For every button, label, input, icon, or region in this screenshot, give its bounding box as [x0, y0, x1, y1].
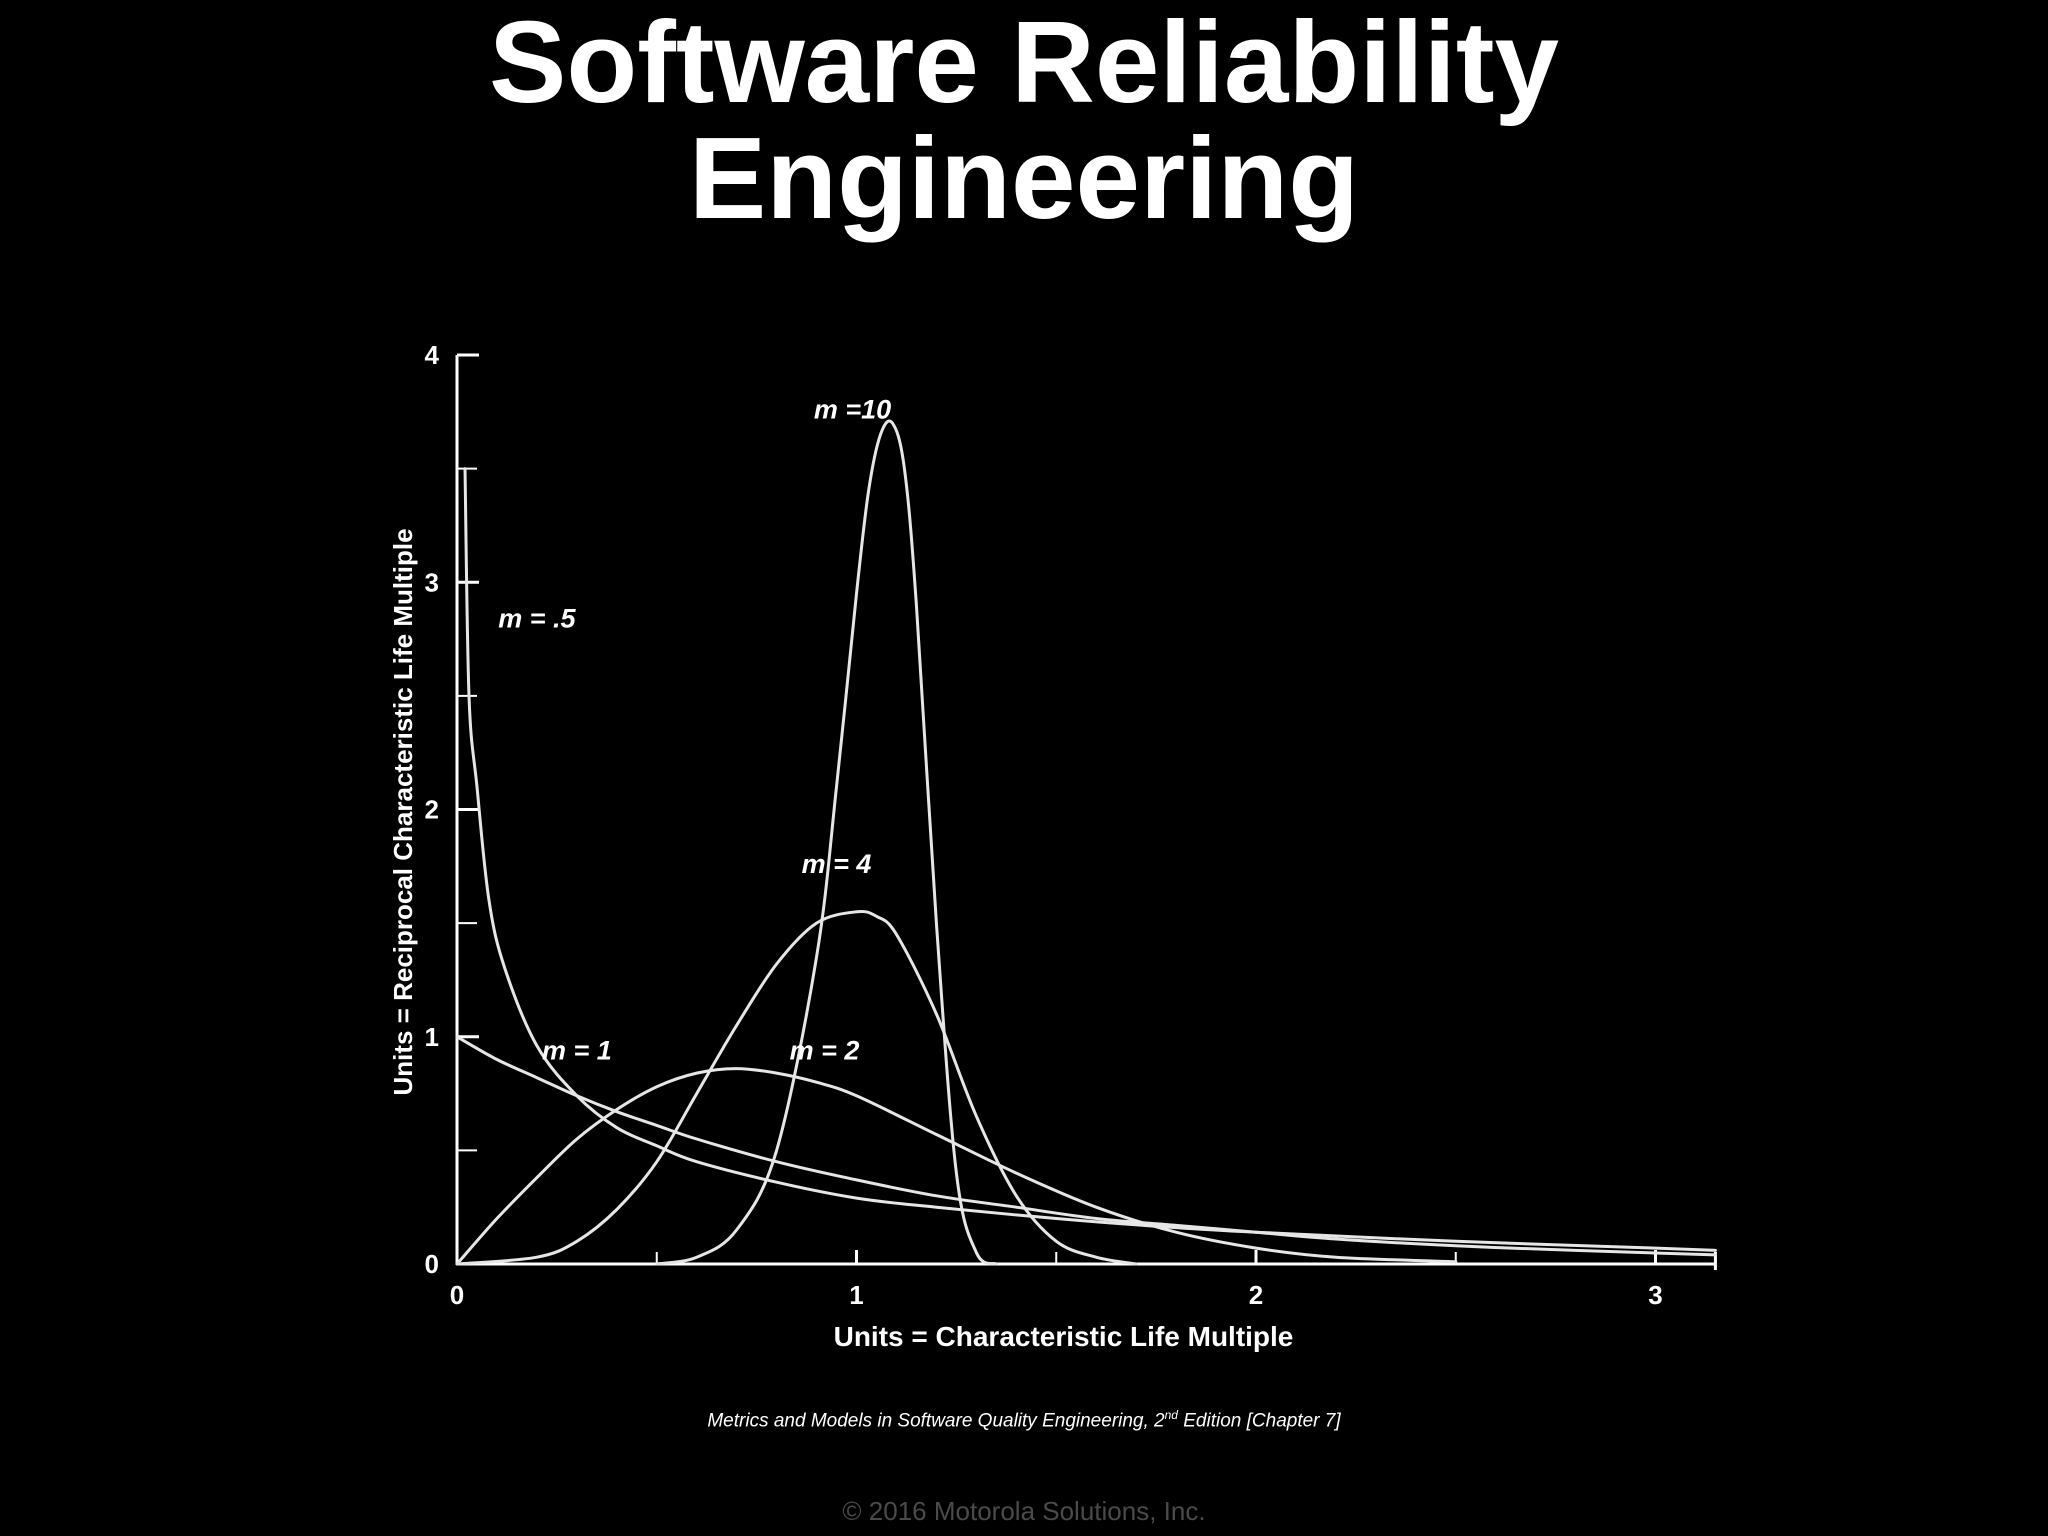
- citation: Metrics and Models in Software Quality E…: [0, 1408, 2048, 1432]
- citation-sup: nd: [1164, 1408, 1178, 1422]
- axes: 0 1 2 3 4 0 1 2 3 Units = Characteristic Life Mul…: [388, 340, 1717, 1352]
- series-line-m-4: [455, 909, 1138, 1266]
- y-tick-label: 3: [425, 567, 439, 597]
- curve-label: m = .5: [498, 604, 576, 634]
- citation-suffix: Edition [Chapter 7]: [1177, 1410, 1341, 1432]
- x-axis-title: Units = Characteristic Life Multiple: [834, 1321, 1294, 1352]
- title-line-2: Engineering: [688, 113, 1360, 243]
- copyright-footer: © 2016 Motorola Solutions, Inc.: [842, 1496, 1206, 1526]
- series-line-m-2: [455, 1067, 1458, 1266]
- slide-title: Software Reliability Engineering: [0, 4, 2048, 236]
- title-line-1: Software Reliability: [488, 0, 1560, 127]
- y-axis-title: Units = Reciprocal Characteristic Life M…: [388, 528, 418, 1095]
- y-tick-label: 2: [425, 795, 439, 825]
- curve-label: m = 2: [790, 1035, 860, 1065]
- y-tick-label: 1: [425, 1022, 439, 1052]
- x-tick-label: 0: [450, 1280, 464, 1310]
- series-line-m-5: [463, 467, 1717, 1252]
- annotation-group: m = .5 m = 1 m = 2 m = 4 m =10: [498, 395, 891, 1066]
- curve-label: m = 1: [542, 1035, 612, 1065]
- curve-label: m = 4: [802, 849, 872, 879]
- x-tick-label: 1: [849, 1280, 863, 1310]
- series-line-m-1: [455, 1035, 1717, 1257]
- series-group: [455, 419, 1717, 1266]
- citation-prefix: Metrics and Models in Software Quality E…: [707, 1410, 1165, 1432]
- y-tick-label: 0: [425, 1249, 439, 1279]
- x-tick-label: 3: [1648, 1280, 1662, 1310]
- y-tick-label: 4: [425, 340, 440, 370]
- series-line-m-10: [655, 419, 998, 1266]
- curve-label: m =10: [814, 395, 891, 425]
- x-tick-label: 2: [1249, 1280, 1263, 1310]
